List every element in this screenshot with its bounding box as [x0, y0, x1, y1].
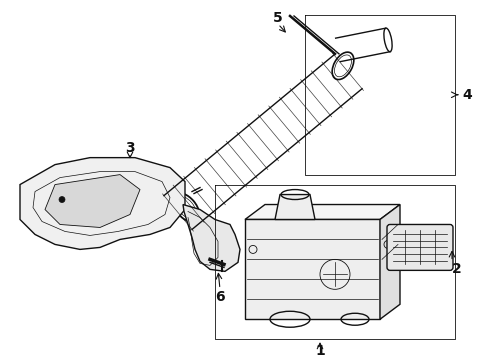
- Text: 3: 3: [125, 141, 135, 155]
- Text: 1: 1: [315, 344, 325, 358]
- Text: 2: 2: [452, 262, 462, 276]
- Polygon shape: [20, 158, 185, 249]
- Text: 5: 5: [273, 11, 283, 25]
- Polygon shape: [275, 194, 315, 220]
- Polygon shape: [245, 204, 400, 220]
- FancyBboxPatch shape: [387, 225, 453, 270]
- Text: 4: 4: [462, 88, 472, 102]
- Polygon shape: [183, 204, 240, 271]
- Polygon shape: [380, 204, 400, 319]
- Polygon shape: [245, 220, 380, 319]
- Polygon shape: [45, 175, 140, 228]
- Text: 6: 6: [215, 290, 225, 304]
- Circle shape: [59, 197, 65, 203]
